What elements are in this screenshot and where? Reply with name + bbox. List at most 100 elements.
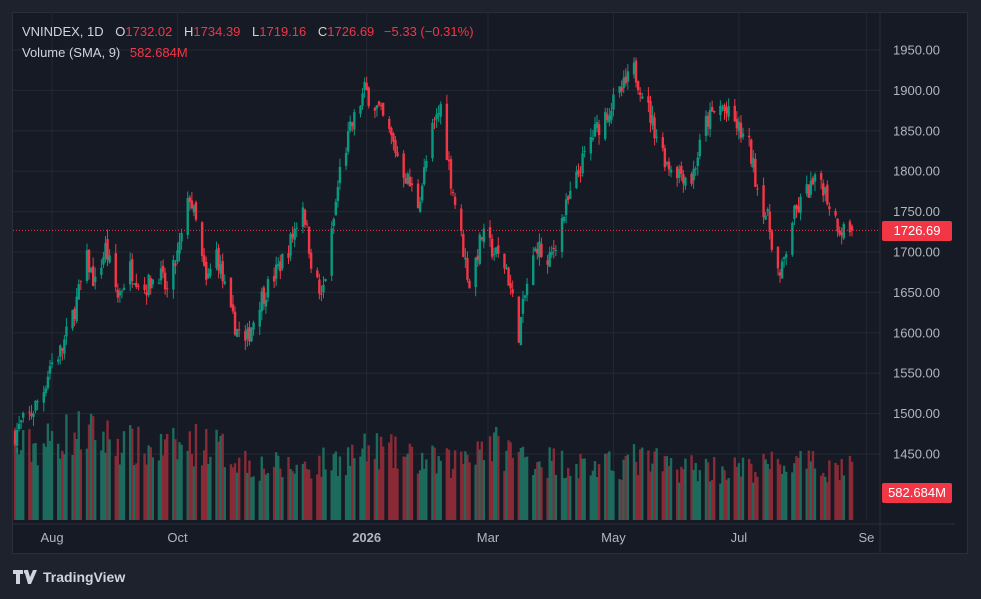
volume-bar — [309, 478, 313, 520]
candle-body — [836, 218, 839, 232]
volume-bar — [48, 440, 52, 520]
candle-body — [848, 221, 852, 233]
volume-bar — [42, 443, 45, 520]
candle-body — [612, 94, 615, 110]
candle-body — [416, 183, 420, 209]
candle-body — [453, 196, 457, 205]
volume-bar — [495, 426, 498, 520]
candle-body — [569, 190, 572, 199]
volume-bar — [488, 436, 492, 520]
volume-bar — [503, 470, 506, 520]
low-key: L — [252, 24, 260, 39]
volume-bar — [634, 461, 638, 520]
high-key: H — [184, 24, 194, 39]
ohlc-legend: VNINDEX, 1D O1732.02 H1734.39 L1719.16 C… — [22, 24, 474, 39]
volume-bar — [266, 473, 270, 520]
candle-body — [307, 226, 311, 254]
candle-body — [165, 288, 169, 290]
candle-body — [661, 137, 665, 149]
volume-bar — [65, 414, 68, 520]
volume-bar — [149, 447, 152, 520]
volume-bar — [137, 426, 140, 520]
candle-body — [791, 222, 794, 255]
candle-body — [466, 258, 469, 280]
candle-body — [260, 291, 263, 312]
volume-bar — [567, 467, 570, 520]
candle-body — [511, 289, 514, 294]
volume-bar — [766, 463, 769, 520]
candle-body — [157, 282, 161, 284]
candle-body — [433, 119, 436, 121]
volume-bar — [819, 475, 823, 520]
price-axis[interactable]: 1950.00 1900.00 1850.00 1800.00 1750.00 1700.… — [879, 13, 940, 553]
candle-body — [710, 107, 714, 112]
volume-bar — [188, 431, 192, 520]
time-axis[interactable]: Aug Oct 2026 Mar May Jul Se — [13, 523, 955, 545]
candle-body — [776, 246, 780, 269]
candle-body — [85, 250, 89, 281]
candle-body — [838, 230, 841, 235]
candle-body — [61, 348, 64, 351]
candle-body — [262, 287, 266, 304]
candle-body — [754, 158, 757, 187]
candle-body — [723, 105, 726, 111]
candle-body — [780, 261, 784, 279]
volume-bar — [750, 463, 753, 520]
volume-bar — [120, 452, 124, 520]
candle-body — [200, 222, 204, 256]
volume-bar — [663, 455, 667, 520]
candle-body — [583, 150, 586, 152]
tradingview-logo[interactable]: TradingView — [13, 569, 125, 585]
volume-bar — [322, 447, 325, 520]
close-value: 1726.69 — [327, 24, 375, 39]
candle-body — [476, 255, 479, 261]
volume-bar — [591, 470, 595, 520]
candle-body — [145, 292, 148, 296]
volume-bar — [828, 460, 831, 520]
candle-body — [634, 60, 638, 83]
volume-bar — [361, 448, 364, 520]
candle-body — [766, 209, 769, 212]
candle-body — [540, 243, 543, 257]
candle-body — [396, 152, 399, 157]
candle-body — [190, 200, 194, 209]
candle-body — [420, 185, 424, 201]
candle-body — [764, 215, 767, 220]
candle-body — [118, 291, 122, 296]
candle-body — [478, 234, 481, 264]
candle-body — [231, 304, 235, 312]
volume-bar — [192, 466, 196, 520]
volume-bar — [295, 464, 298, 520]
volume-bar — [205, 429, 208, 520]
candle-body — [102, 257, 105, 265]
candle-body — [462, 233, 465, 257]
candle-body — [807, 184, 811, 198]
candle-body — [636, 81, 640, 91]
volume-bar — [468, 462, 471, 520]
volume-bar — [799, 450, 802, 520]
candle-body — [727, 106, 730, 117]
candle-body — [567, 196, 570, 201]
volume-bar — [316, 474, 319, 520]
candle-body — [106, 239, 109, 260]
y-tick-label: 1700.00 — [893, 245, 940, 260]
candle-body — [235, 329, 239, 337]
candle-body — [651, 115, 654, 126]
candle-body — [346, 131, 350, 152]
candle-body — [50, 362, 54, 365]
candle-body — [180, 233, 183, 242]
volume-bar — [840, 459, 843, 520]
candle-body — [402, 153, 405, 178]
candle-body — [381, 102, 385, 116]
candle-body — [435, 114, 438, 120]
volume-bar — [793, 463, 796, 520]
candle-body — [735, 118, 739, 129]
volume-bar — [145, 464, 148, 520]
volume-bar — [713, 456, 716, 520]
candle-body — [768, 211, 771, 233]
volume-bar — [698, 470, 702, 520]
volume-bar — [445, 448, 449, 520]
candle-body — [209, 269, 212, 276]
candle-body — [610, 110, 613, 120]
